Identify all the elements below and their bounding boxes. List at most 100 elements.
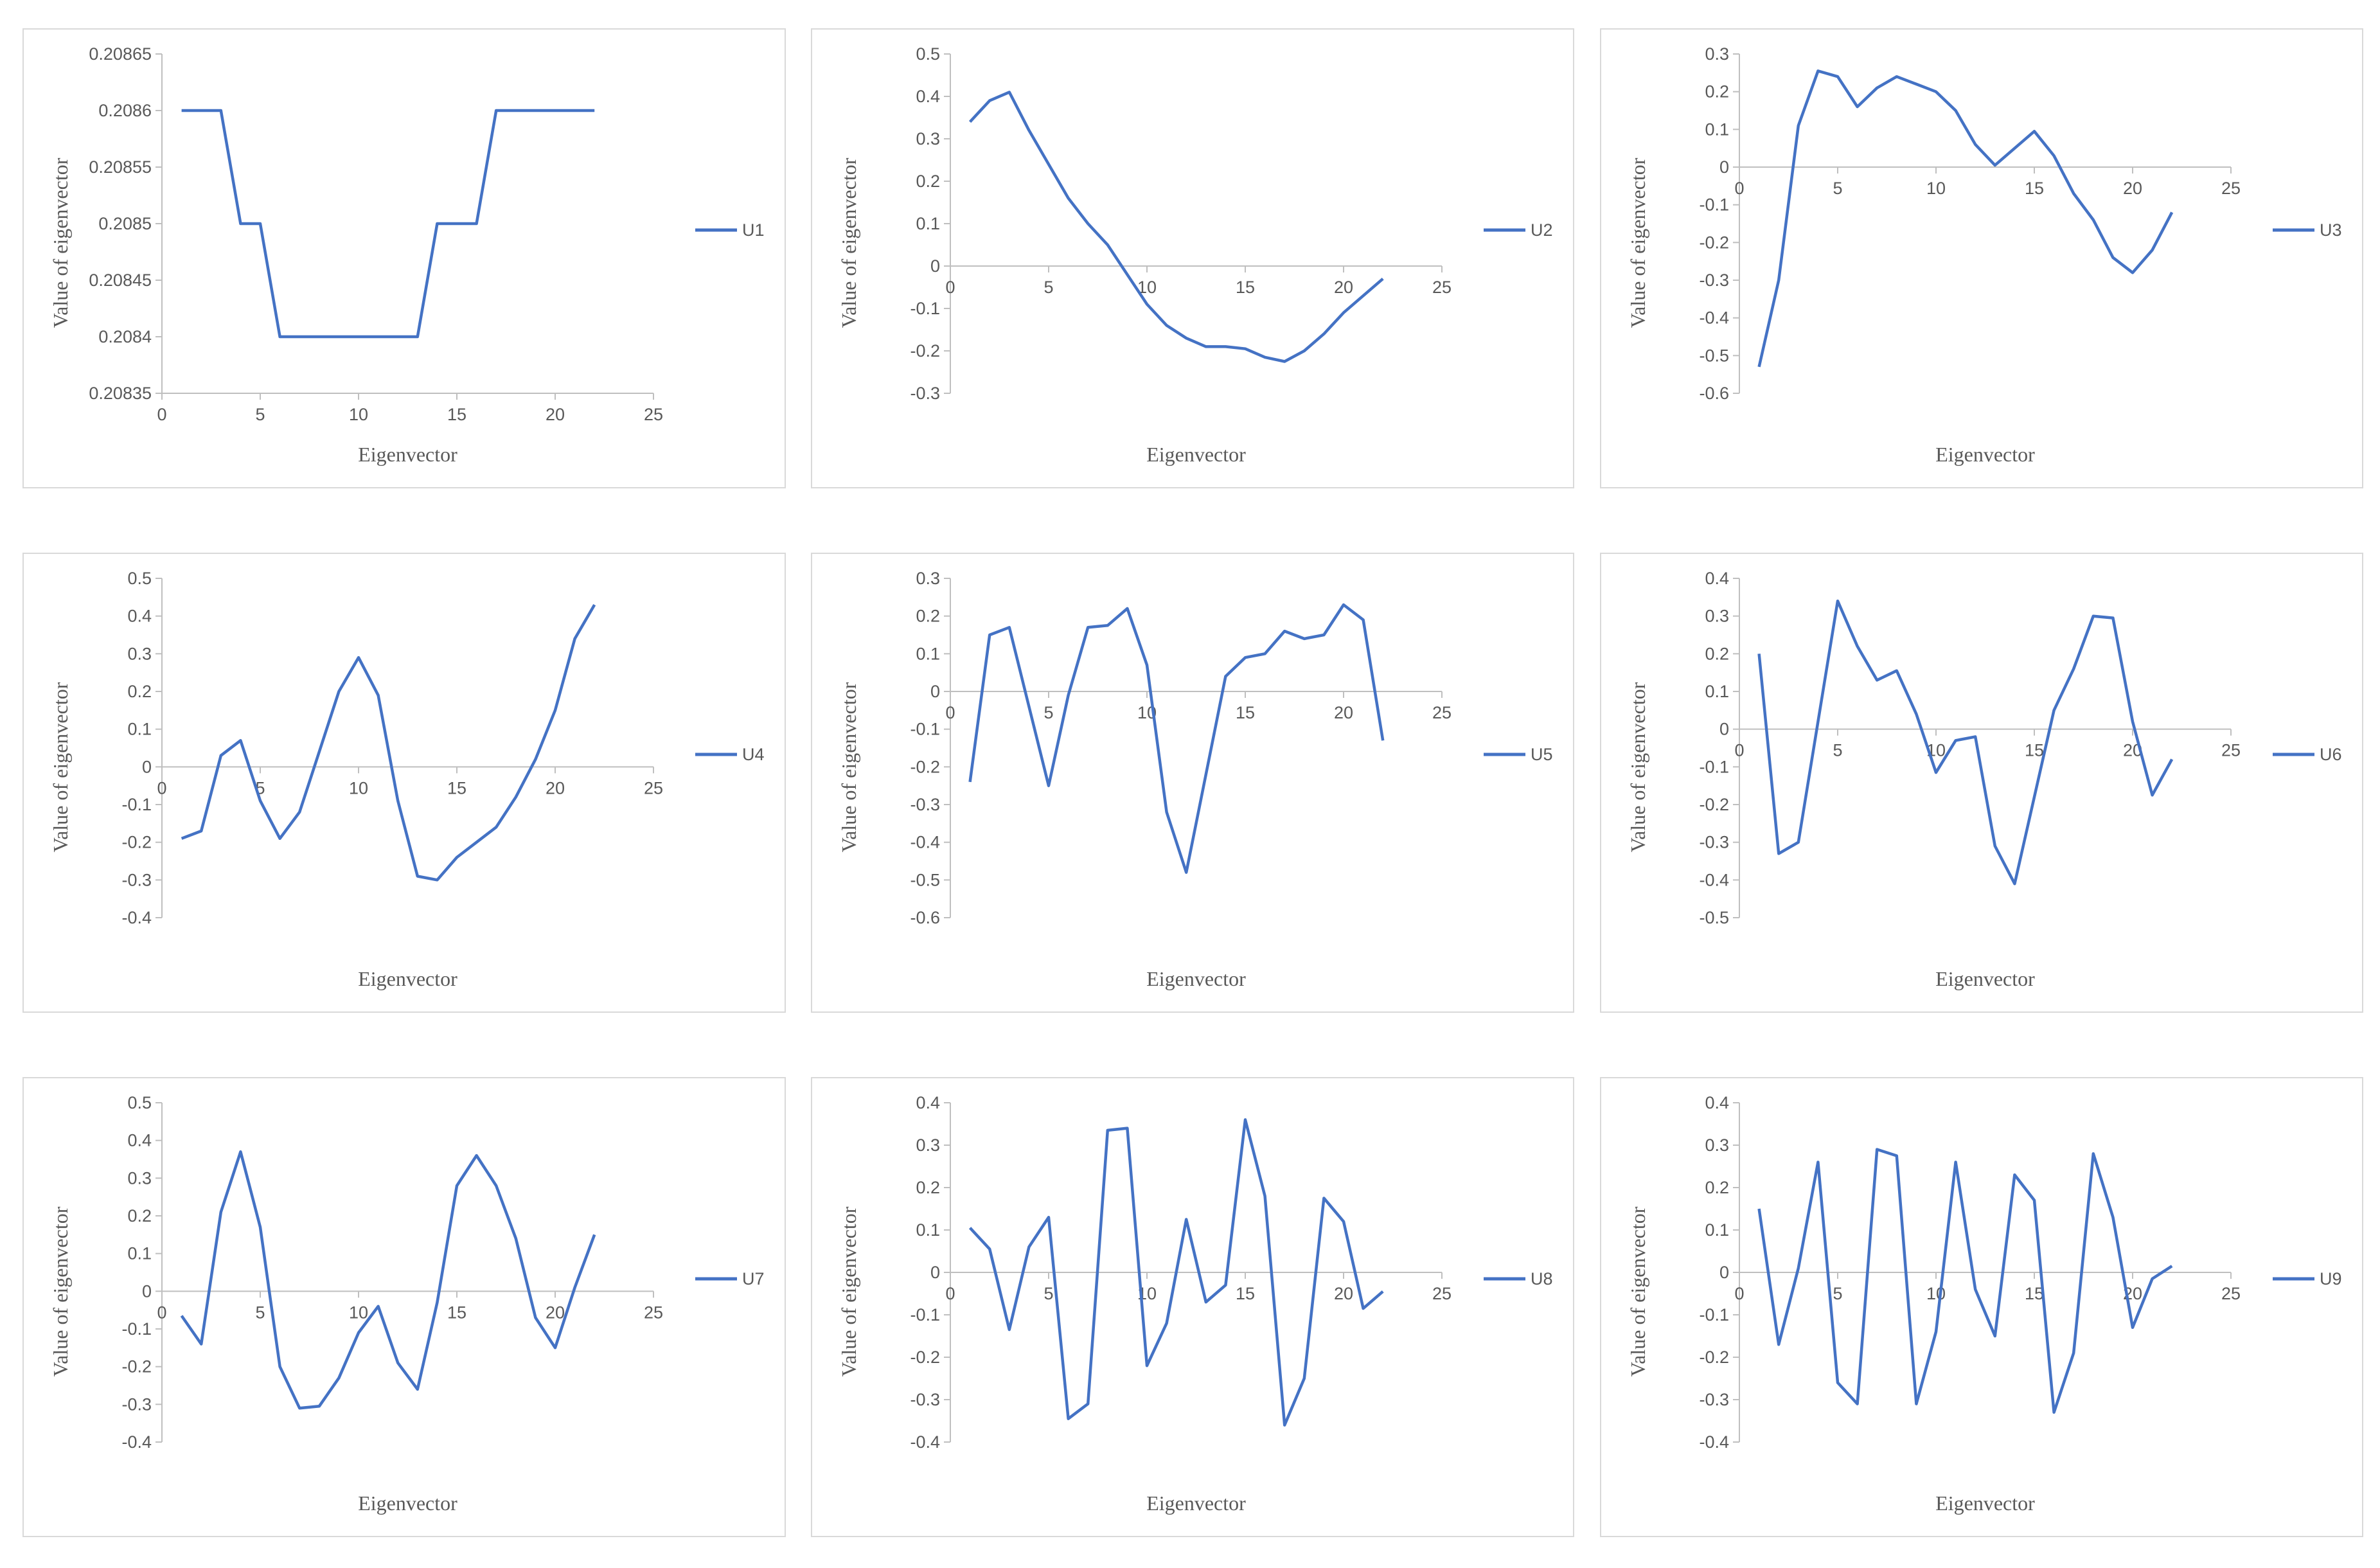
x-axis-title: Eigenvector	[1146, 1492, 1246, 1515]
x-tick-label: 15	[447, 778, 466, 797]
y-tick-label: -0.3	[1699, 833, 1729, 852]
y-tick-label: -0.3	[910, 1390, 940, 1409]
x-tick-label: 0	[1734, 179, 1744, 198]
chart-panel-u3: -0.6 -0.5 -0.4 -0.3 -0.2 -0.1 0 0.1 0.2 0.3 0 5 10 15…	[1600, 28, 2363, 488]
y-tick-label: -0.3	[910, 384, 940, 403]
y-tick-label: 0	[1719, 1263, 1729, 1282]
line-chart: -0.4-0.3-0.2-0.100.10.20.30.40.50 5 10 15 20…	[49, 569, 765, 990]
y-tick-label: -0.1	[910, 299, 940, 318]
y-tick-label: -0.1	[910, 1305, 940, 1324]
y-tick-label: 0.1	[1705, 120, 1729, 139]
chart-panel-u5: -0.6 -0.5 -0.4 -0.3 -0.2 -0.1 0 0.1 0.2 0.3 0 5 10 15…	[811, 553, 1574, 1013]
y-tick-label: 0.2	[1705, 82, 1729, 102]
legend-label: U3	[2320, 220, 2342, 240]
x-tick-label: 10	[349, 778, 368, 797]
y-tick-label: 0	[1719, 720, 1729, 739]
chart-panel-u2: -0.3 -0.2 -0.1 0 0.1 0.2 0.3 0.4 0.5 0 5 10 15 20 25 U2…	[811, 28, 1574, 488]
y-tick-label: 0.1	[127, 720, 152, 739]
y-tick-label: 0	[930, 1263, 940, 1282]
y-tick-label: -0.1	[1699, 1305, 1729, 1324]
y-axis-title: Value of eigenvector	[1626, 157, 1649, 328]
x-tick-label: 5	[1043, 703, 1053, 722]
y-tick-label: -0.3	[910, 795, 940, 814]
y-axis-title: Value of eigenvector	[837, 1206, 860, 1376]
y-tick-label: 0.2085	[98, 214, 152, 233]
y-tick-label: 0	[930, 256, 940, 276]
y-tick-label: 0	[1719, 157, 1729, 177]
y-tick-label: 0.5	[127, 569, 152, 588]
y-tick-label: 0.2	[1705, 644, 1729, 663]
legend-label: U4	[742, 745, 765, 764]
x-tick-label: 25	[2221, 179, 2241, 198]
y-tick-label: 0.20835	[89, 384, 152, 403]
x-tick-label: 25	[644, 778, 663, 797]
legend-label: U5	[1531, 745, 1553, 764]
y-tick-label: 0	[142, 757, 152, 776]
y-tick-label: 0.1	[1705, 1220, 1729, 1240]
y-tick-label: -0.2	[121, 833, 152, 852]
y-tick-label: 0.4	[1705, 1093, 1729, 1112]
x-tick-label: 10	[1926, 1284, 1946, 1303]
y-tick-label: 0.1	[127, 1244, 152, 1263]
y-tick-label: 0.2	[916, 1178, 940, 1197]
legend-label: U6	[2320, 745, 2342, 764]
y-tick-label: 0.2	[127, 682, 152, 701]
line-chart: -0.4-0.3-0.2-0.100.10.20.30.40 5 10 15 20 25U…	[1626, 1093, 2342, 1515]
y-axis-title: Value of eigenvector	[49, 157, 72, 328]
x-tick-label: 20	[1334, 703, 1353, 722]
x-tick-label: 0	[1734, 741, 1744, 760]
x-tick-label: 0	[945, 1284, 955, 1303]
x-axis-title: Eigenvector	[1146, 443, 1246, 466]
y-tick-label: 0.3	[916, 569, 940, 588]
y-tick-label: -0.2	[1699, 233, 1729, 252]
x-tick-label: 0	[945, 278, 955, 297]
x-tick-label: 25	[1432, 278, 1452, 297]
x-tick-label: 10	[1926, 179, 1946, 198]
y-tick-label: 0.1	[916, 644, 940, 663]
y-tick-label: -0.1	[1699, 757, 1729, 776]
y-tick-label: -0.3	[121, 870, 152, 889]
x-tick-label: 0	[157, 778, 166, 797]
series-line-u2	[968, 91, 1384, 363]
y-tick-label: 0.4	[127, 607, 152, 626]
y-tick-label: -0.3	[1699, 1390, 1729, 1409]
y-tick-label: -0.1	[121, 795, 152, 814]
y-tick-label: 0.2	[1705, 1178, 1729, 1197]
y-axis-title: Value of eigenvector	[49, 1206, 72, 1376]
y-tick-label: -0.2	[1699, 1348, 1729, 1367]
y-tick-label: -0.2	[910, 341, 940, 361]
series-line-u3	[1757, 69, 2174, 368]
x-axis-title: Eigenvector	[1935, 967, 2035, 990]
y-tick-label: 0.3	[127, 1168, 152, 1188]
x-tick-label: 5	[255, 405, 265, 424]
y-tick-label: 0.1	[1705, 682, 1729, 701]
x-tick-label: 20	[1334, 278, 1353, 297]
y-tick-label: -0.4	[1699, 870, 1729, 889]
y-tick-label: 0.20855	[89, 157, 152, 177]
legend-label: U7	[742, 1269, 765, 1288]
y-axis-title: Value of eigenvector	[837, 682, 860, 852]
y-tick-label: 0.3	[127, 644, 152, 663]
y-tick-label: 0.2	[127, 1206, 152, 1225]
x-tick-label: 15	[1236, 278, 1255, 297]
x-tick-label: 5	[1833, 1284, 1842, 1303]
y-tick-label: -0.1	[910, 720, 940, 739]
x-tick-label: 15	[2025, 741, 2044, 760]
x-tick-label: 15	[447, 1303, 466, 1322]
y-tick-label: -0.2	[910, 757, 940, 776]
y-tick-label: -0.4	[1699, 308, 1729, 328]
x-tick-label: 0	[157, 405, 166, 424]
x-tick-label: 5	[1833, 741, 1842, 760]
x-tick-label: 25	[2221, 741, 2241, 760]
x-tick-label: 5	[1833, 179, 1842, 198]
series-line-u8	[968, 1118, 1384, 1427]
x-tick-label: 0	[945, 703, 955, 722]
x-tick-label: 10	[349, 1303, 368, 1322]
y-tick-label: -0.3	[1699, 271, 1729, 290]
x-tick-label: 0	[157, 1303, 166, 1322]
y-axis-title: Value of eigenvector	[1626, 1206, 1649, 1376]
y-tick-label: -0.2	[1699, 795, 1729, 814]
y-tick-label: 0.2	[916, 172, 940, 191]
y-tick-label: 0.3	[916, 1136, 940, 1155]
